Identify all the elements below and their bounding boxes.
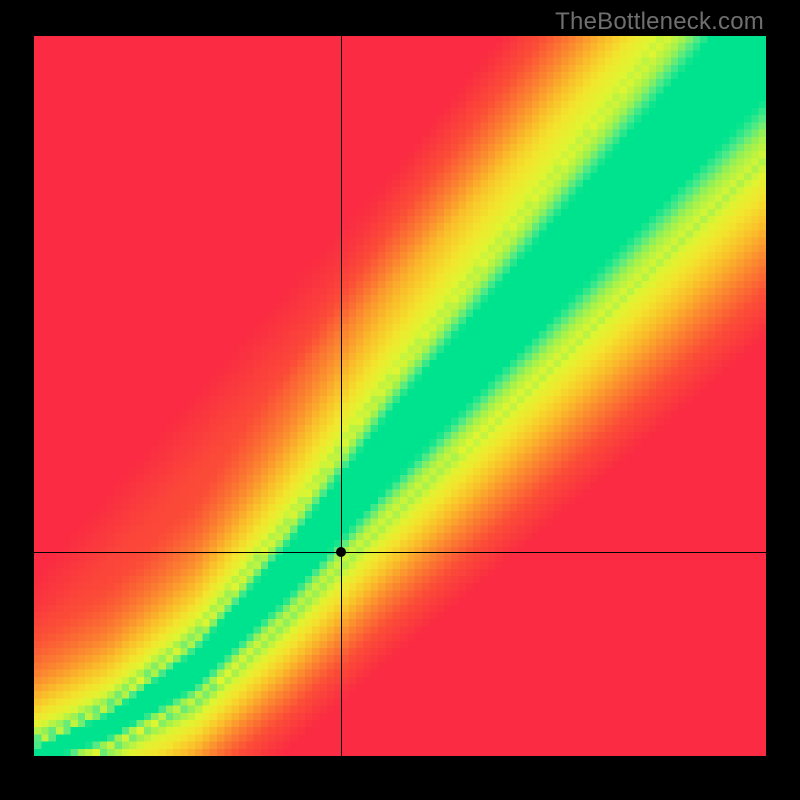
data-point-marker bbox=[336, 547, 346, 557]
heatmap-plot bbox=[34, 36, 766, 756]
crosshair-vertical bbox=[341, 36, 342, 756]
watermark-text: TheBottleneck.com bbox=[555, 8, 764, 36]
crosshair-horizontal bbox=[34, 552, 766, 553]
heatmap-canvas bbox=[34, 36, 766, 756]
